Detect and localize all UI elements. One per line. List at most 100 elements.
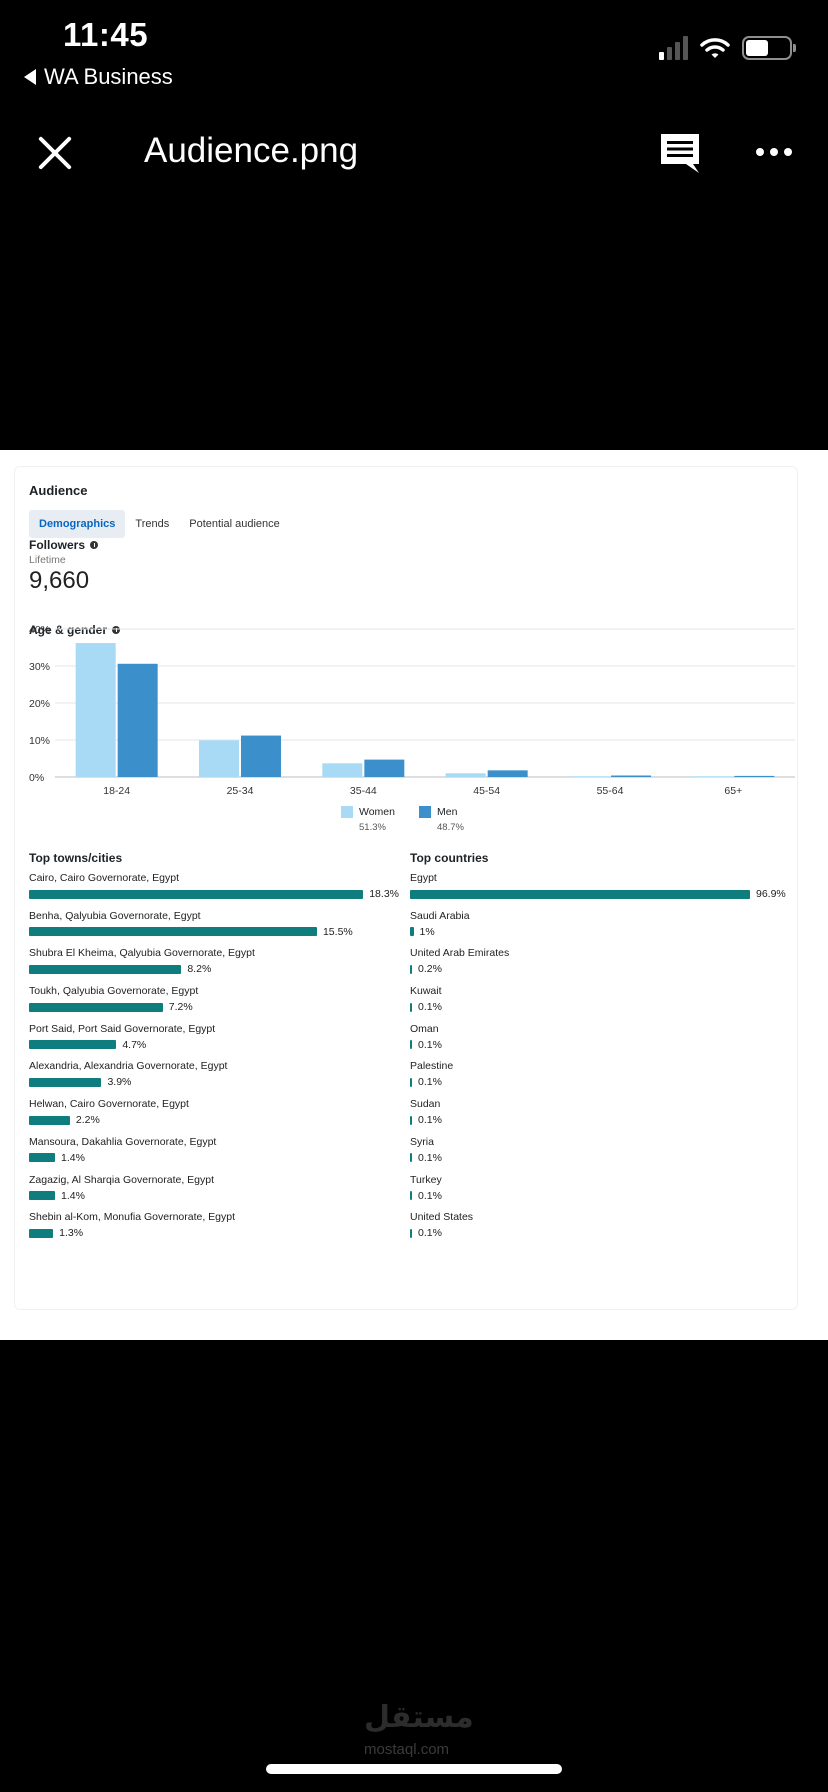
bar-row: 0.1% [410, 1114, 790, 1126]
age-gender-heading: Age & gender [29, 623, 121, 637]
bar-men-45-54 [487, 770, 528, 777]
list-item: Turkey 0.1% [410, 1173, 790, 1211]
y-tick-label: 20% [29, 698, 50, 710]
item-name: Saudi Arabia [410, 909, 470, 922]
watermark-text: mostaql.com [364, 1741, 450, 1758]
tab-potential-audience[interactable]: Potential audience [189, 518, 280, 530]
bar-men-35-44 [364, 759, 405, 777]
bar-percent: 0.1% [418, 1038, 442, 1051]
bar-percent: 2.2% [75, 1114, 100, 1127]
bar-row: 0.1% [410, 1190, 790, 1202]
bar-percent: 15.5% [322, 925, 353, 938]
list-item: United Arab Emirates 0.2% [410, 946, 790, 984]
item-name: Turkey [410, 1173, 442, 1186]
item-name: Egypt [410, 872, 437, 884]
percentage-bar [29, 889, 364, 899]
list-item: Sudan 0.1% [410, 1097, 790, 1135]
info-icon[interactable] [112, 626, 121, 634]
legend-swatch-women [341, 806, 353, 818]
cellular-signal-icon [659, 36, 688, 60]
bar-percent: 3.9% [107, 1076, 132, 1089]
bar-percent: 4.7% [122, 1038, 147, 1051]
bar-row: 96.9% [410, 888, 790, 900]
list-item: Zagazig, Al Sharqia Governorate, Egypt 1.… [29, 1173, 399, 1211]
item-name: Sudan [410, 1098, 441, 1111]
status-time: 11:45 [63, 16, 149, 53]
item-name: Shebin al-Kom, Monufia Governorate, Egyp… [29, 1211, 236, 1224]
y-tick-label: 40% [29, 624, 50, 636]
image-content: Audience Demographics Trends Potential a… [0, 450, 828, 1340]
x-tick-label: 55-64 [597, 785, 624, 797]
more-options-icon[interactable] [756, 148, 792, 156]
percentage-bar [29, 1191, 55, 1200]
bar-percent: 1% [419, 925, 435, 938]
bar-percent: 0.1% [418, 1001, 442, 1014]
audience-card: Audience Demographics Trends Potential a… [14, 466, 798, 1310]
list-item: Benha, Qalyubia Governorate, Egypt 15.5% [29, 909, 399, 947]
item-name: Cairo, Cairo Governorate, Egypt [29, 872, 179, 884]
list-item: Shubra El Kheima, Qalyubia Governorate, … [29, 946, 399, 984]
bar-row: 15.5% [29, 926, 399, 938]
back-to-app-button[interactable]: WA Business [24, 64, 173, 90]
bar-percent: 1.4% [61, 1189, 85, 1202]
item-name: Palestine [410, 1060, 454, 1073]
bar-percent: 7.2% [168, 1001, 193, 1014]
list-item: Port Said, Port Said Governorate, Egypt 4… [29, 1022, 399, 1060]
x-tick-label: 35-44 [350, 785, 377, 797]
bar-percent: 0.1% [418, 1114, 442, 1127]
percentage-bar [29, 1040, 117, 1050]
percentage-bar [29, 1002, 163, 1012]
back-app-label: WA Business [44, 64, 173, 89]
list-item: Toukh, Qalyubia Governorate, Egypt 7.2% [29, 984, 399, 1022]
age-gender-label: Age & gender [29, 623, 108, 637]
watermark-arabic: مستقل [364, 1700, 474, 1735]
percentage-bar [29, 964, 182, 974]
bar-percent: 0.1% [418, 1227, 442, 1240]
legend-item-women: Women 51.3% [341, 806, 395, 833]
percentage-bar [410, 964, 412, 974]
bar-percent: 96.9% [756, 888, 786, 900]
percentage-bar [29, 1077, 102, 1087]
close-icon[interactable] [36, 134, 74, 172]
legend-label: Women [359, 806, 395, 818]
list-item: Kuwait 0.1% [410, 984, 790, 1022]
percentage-bar [29, 1153, 55, 1163]
bar-row: 18.3% [29, 888, 399, 900]
bar-row: 1% [410, 926, 790, 938]
item-name: Kuwait [410, 985, 442, 998]
lifetime-label: Lifetime [29, 554, 66, 566]
item-name: Mansoura, Dakahlia Governorate, Egypt [29, 1135, 217, 1148]
battery-icon [742, 36, 796, 60]
bar-row: 3.9% [29, 1076, 399, 1088]
item-name: Helwan, Cairo Governorate, Egypt [29, 1098, 189, 1111]
bar-row: 2.2% [29, 1114, 399, 1126]
bar-men-55-64 [611, 775, 651, 777]
bar-row: 1.3% [29, 1227, 399, 1239]
bar-women-65+ [692, 776, 733, 778]
chart-legend: Women 51.3% Men 48.7% [341, 806, 464, 833]
item-name: Shubra El Kheima, Qalyubia Governorate, … [29, 947, 255, 960]
bar-percent: 1.3% [59, 1227, 84, 1240]
list-item: Syria 0.1% [410, 1135, 790, 1173]
bar-row: 0.1% [410, 1001, 790, 1013]
y-tick-label: 30% [29, 661, 50, 673]
list-item: Helwan, Cairo Governorate, Egypt 2.2% [29, 1097, 399, 1135]
y-tick-label: 0% [29, 772, 44, 784]
bar-row: 7.2% [29, 1001, 399, 1013]
bar-row: 1.4% [29, 1152, 399, 1164]
wifi-icon [700, 38, 730, 58]
item-name: Oman [410, 1022, 439, 1035]
list-item: Shebin al-Kom, Monufia Governorate, Egyp… [29, 1210, 399, 1248]
bar-men-18-24 [117, 663, 158, 777]
tab-demographics[interactable]: Demographics [29, 510, 126, 538]
legend-swatch-men [419, 806, 431, 818]
legend-item-men: Men 48.7% [419, 806, 464, 833]
followers-heading: Followers [29, 538, 99, 552]
tab-trends[interactable]: Trends [135, 518, 170, 530]
info-icon[interactable] [90, 541, 99, 549]
home-indicator[interactable] [266, 1764, 562, 1774]
percentage-bar [410, 1153, 412, 1163]
comment-icon[interactable] [660, 133, 700, 175]
bar-row: 0.1% [410, 1152, 790, 1164]
bar-row: 0.1% [410, 1039, 790, 1051]
